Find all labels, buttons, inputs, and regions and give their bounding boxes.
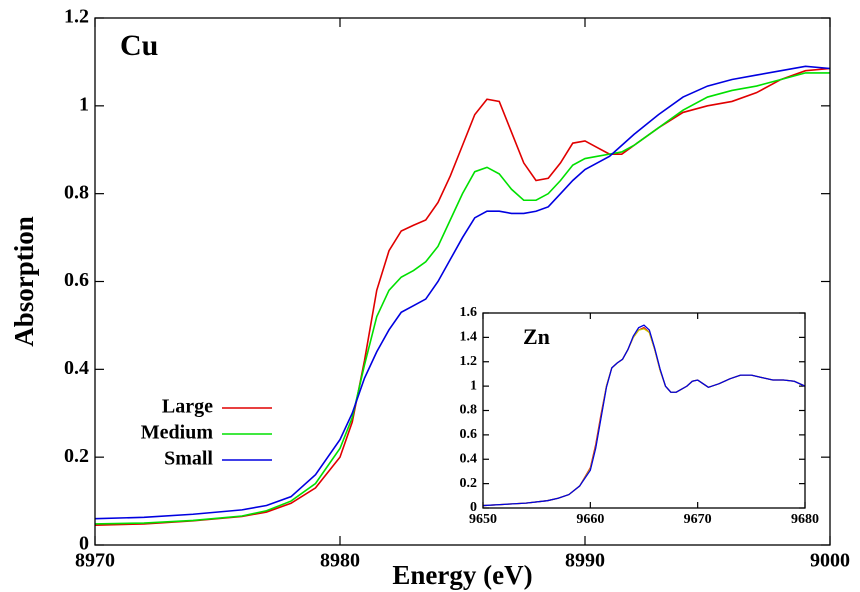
y-tick-label: 0.6 <box>64 269 89 291</box>
data-line <box>94 72 830 525</box>
y-tick-label: 1.2 <box>460 354 478 369</box>
plot-frame <box>94 17 831 546</box>
x-axis-label: Energy (eV) <box>392 560 532 590</box>
x-tick-label: 9660 <box>576 512 604 527</box>
y-tick-label: 1.6 <box>460 305 478 320</box>
y-tick-label: 0 <box>470 500 477 515</box>
y-tick-label: 0.4 <box>460 451 478 466</box>
annotation: Cu <box>120 29 158 62</box>
y-tick-label: 0.4 <box>64 357 89 379</box>
y-tick-label: 0.2 <box>460 476 478 491</box>
legend-label: Large <box>162 396 213 418</box>
y-tick-label: 0.8 <box>64 181 89 203</box>
plot-frame <box>482 312 806 509</box>
y-tick-label: 1.2 <box>64 6 89 28</box>
x-tick-label: 9000 <box>810 550 850 572</box>
x-tick-label: 8990 <box>565 550 605 572</box>
y-tick-label: 1.4 <box>460 330 478 345</box>
y-tick-label: 0.2 <box>64 445 89 467</box>
x-tick-label: 9680 <box>791 512 819 527</box>
legend-label: Medium <box>141 422 214 444</box>
y-tick-label: 0.6 <box>460 427 478 442</box>
data-line <box>482 324 806 507</box>
plot-area <box>483 313 805 508</box>
y-tick-label: 1 <box>79 93 89 115</box>
x-tick-label: 8980 <box>320 550 360 572</box>
annotation: Zn <box>523 324 550 349</box>
x-tick-label: 8970 <box>75 550 115 572</box>
y-tick-label: 0.8 <box>460 403 478 418</box>
legend-label: Small <box>164 448 213 470</box>
y-tick-label: 1 <box>470 378 477 393</box>
y-axis-label: Absorption <box>9 216 39 347</box>
x-tick-label: 9670 <box>684 512 712 527</box>
x-tick-label: 9650 <box>469 512 497 527</box>
data-line <box>94 65 831 520</box>
y-tick-label: 0 <box>79 533 89 555</box>
data-line <box>94 67 831 527</box>
